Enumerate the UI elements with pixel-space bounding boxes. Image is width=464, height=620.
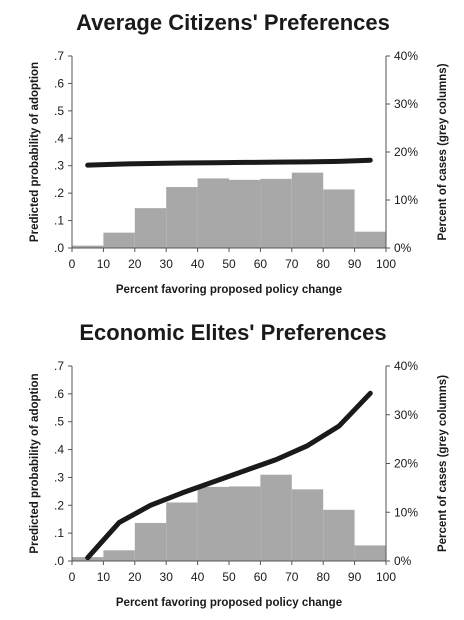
- y-right-tick-label: 30%: [394, 97, 418, 111]
- y-left-tick-label: .0: [54, 241, 64, 255]
- y-right-tick-label: 10%: [394, 193, 418, 207]
- x-tick-label: 0: [69, 257, 76, 271]
- y-axis-label-left: Predicted probability of adoption: [29, 62, 41, 242]
- y-left-tick-label: .6: [54, 387, 64, 401]
- y-left-tick-label: .1: [54, 526, 64, 540]
- bar: [229, 486, 261, 561]
- y-left-tick-label: .5: [54, 104, 64, 118]
- y-right-tick-label: 20%: [394, 457, 418, 471]
- x-tick-label: 100: [376, 570, 396, 584]
- x-tick-label: 30: [160, 570, 174, 584]
- x-tick-label: 90: [348, 570, 362, 584]
- y-right-tick-label: 40%: [394, 49, 418, 63]
- x-tick-label: 70: [285, 570, 299, 584]
- y-left-tick-label: .7: [54, 359, 64, 373]
- bar: [260, 474, 292, 561]
- y-left-tick-label: .2: [54, 498, 64, 512]
- y-right-tick-label: 20%: [394, 145, 418, 159]
- bar: [260, 178, 292, 248]
- x-tick-label: 30: [160, 257, 174, 271]
- y-left-tick-label: .4: [54, 131, 64, 145]
- x-tick-label: 50: [222, 570, 236, 584]
- x-tick-label: 40: [191, 570, 205, 584]
- x-tick-label: 70: [285, 257, 299, 271]
- x-tick-label: 100: [376, 257, 396, 271]
- bar: [72, 245, 104, 248]
- bar: [354, 545, 386, 561]
- y-left-tick-label: .3: [54, 159, 64, 173]
- bar: [291, 489, 324, 561]
- chart-panel-1: Average Citizens' Preferences .0 .1 .2 .3 .4.…: [29, 10, 449, 296]
- bar: [229, 179, 261, 248]
- y-left-tick-label: .4: [54, 443, 64, 457]
- y-left-tick-label: .7: [54, 49, 64, 63]
- y-axis-label-right: Percent of cases (grey columns): [437, 63, 449, 240]
- y-right-tick-label: 10%: [394, 505, 418, 519]
- x-tick-label: 60: [254, 570, 268, 584]
- bar: [354, 231, 386, 248]
- y-axis-label-left: Predicted probability of adoption: [29, 373, 41, 553]
- bar: [134, 522, 167, 561]
- x-tick-label: 20: [128, 570, 142, 584]
- bar: [323, 189, 355, 248]
- x-tick-label: 50: [222, 257, 236, 271]
- y-right-tick-label: 0%: [394, 241, 412, 255]
- bar: [291, 172, 324, 248]
- x-tick-label: 80: [317, 570, 331, 584]
- x-tick-label: 40: [191, 257, 205, 271]
- x-tick-label: 0: [69, 570, 76, 584]
- chart-panel-2: Economic Elites' Preferences .0 .1 .2 .3 .4 .5…: [29, 320, 449, 609]
- bar: [103, 232, 135, 248]
- x-tick-label: 80: [317, 257, 331, 271]
- x-tick-label: 60: [254, 257, 268, 271]
- x-tick-label: 10: [97, 570, 111, 584]
- y-left-tick-label: .2: [54, 186, 64, 200]
- bar: [103, 550, 135, 561]
- x-axis-label: Percent favoring proposed policy change: [116, 597, 342, 609]
- y-right-tick-label: 30%: [394, 408, 418, 422]
- bar: [197, 178, 229, 248]
- series-line: [85, 390, 373, 561]
- x-axis-label: Percent favoring proposed policy change: [116, 284, 342, 296]
- chart-title: Economic Elites' Preferences: [79, 320, 386, 345]
- series-line: [85, 157, 373, 168]
- y-left-tick-label: .6: [54, 76, 64, 90]
- y-right-tick-label: 40%: [394, 359, 418, 373]
- x-tick-label: 90: [348, 257, 362, 271]
- bar: [323, 509, 355, 561]
- bar: [134, 208, 167, 248]
- bar: [197, 486, 229, 561]
- bar: [166, 502, 198, 561]
- y-left-tick-label: .5: [54, 415, 64, 429]
- y-left-tick-label: .3: [54, 470, 64, 484]
- x-tick-label: 10: [97, 257, 111, 271]
- x-tick-label: 20: [128, 257, 142, 271]
- y-left-tick-label: .0: [54, 554, 64, 568]
- bar: [166, 187, 198, 248]
- y-right-tick-label: 0%: [394, 554, 412, 568]
- chart-title: Average Citizens' Preferences: [76, 10, 390, 35]
- y-left-tick-label: .1: [54, 214, 64, 228]
- y-axis-label-right: Percent of cases (grey columns): [437, 375, 449, 552]
